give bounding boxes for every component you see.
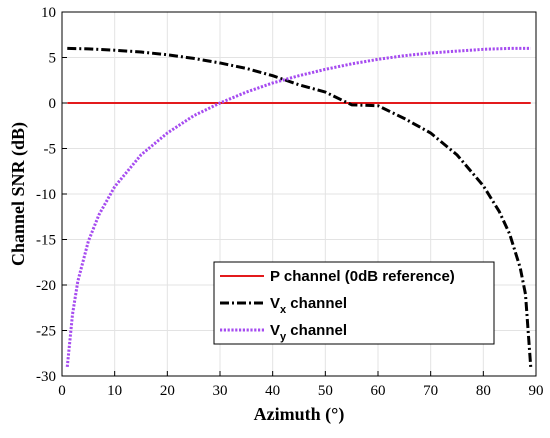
legend-label-subscript: x (280, 304, 287, 316)
legend-label-1: Vx channel (270, 295, 347, 316)
y-tick-label: -10 (36, 187, 56, 203)
legend-label-main: V (270, 322, 280, 339)
y-tick-label: -15 (36, 233, 56, 249)
y-tick-label: 10 (41, 5, 56, 21)
y-tick-label: -30 (36, 369, 56, 385)
y-tick-label: -20 (36, 278, 56, 294)
x-tick-label: 10 (107, 383, 122, 399)
x-axis-ticks: 0 10 20 30 40 50 60 70 80 90 (58, 371, 544, 399)
y-axis-title: Channel SNR (dB) (8, 122, 29, 266)
legend-label-main: V (270, 295, 280, 312)
y-axis-ticks: 10 5 0 -5 -10 -15 -20 -25 -30 (36, 5, 67, 385)
y-tick-label: 5 (49, 51, 57, 67)
legend-label-0: P channel (0dB reference) (270, 268, 455, 285)
series-line-1 (67, 46, 533, 368)
y-tick-label: -25 (36, 324, 56, 340)
x-axis-title: Azimuth (°) (254, 404, 345, 425)
series-line-2 (65, 46, 531, 368)
x-tick-label: 50 (318, 383, 333, 399)
x-tick-label: 90 (529, 383, 544, 399)
x-tick-label: 80 (476, 383, 491, 399)
legend-label-tail: channel (286, 322, 347, 339)
legend-label-subscript: y (280, 331, 287, 343)
x-tick-label: 70 (423, 383, 438, 399)
y-tick-label: 0 (49, 96, 57, 112)
legend-label-tail: channel (286, 295, 347, 312)
x-tick-label: 40 (265, 383, 280, 399)
x-tick-label: 30 (213, 383, 228, 399)
x-tick-label: 60 (371, 383, 386, 399)
x-tick-label: 20 (160, 383, 175, 399)
legend-label-2: Vy channel (270, 322, 347, 343)
x-tick-label: 0 (58, 383, 66, 399)
plot-series (65, 46, 533, 368)
y-tick-label: -5 (44, 142, 57, 158)
legend-label-main: P channel (0dB reference) (270, 268, 455, 285)
